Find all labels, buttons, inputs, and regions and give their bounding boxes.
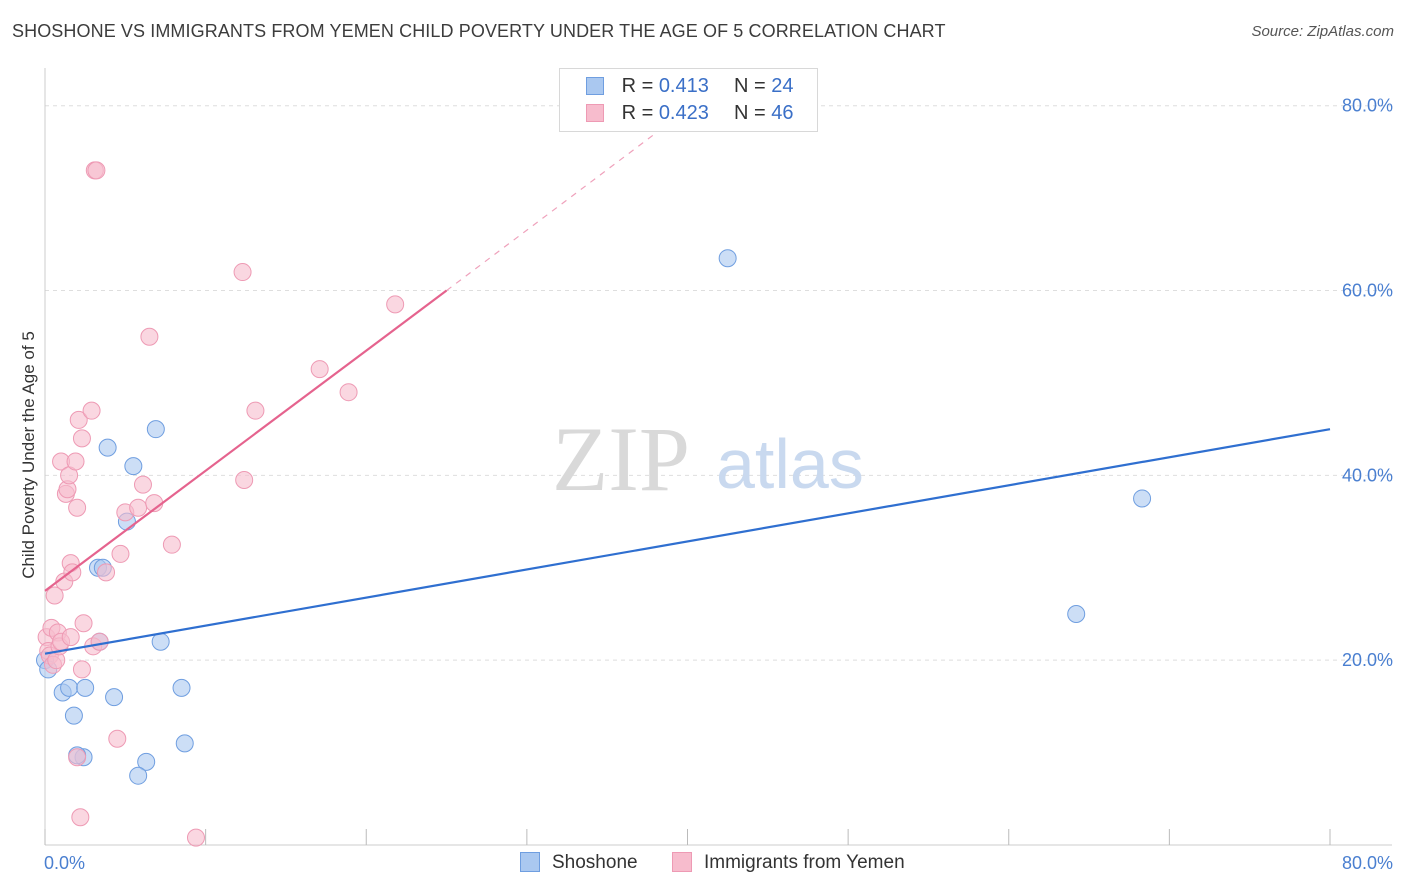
series-legend: Shoshone Immigrants from Yemen bbox=[0, 852, 1406, 878]
y-tick-label: 80.0% bbox=[1342, 96, 1393, 116]
shoshone-point bbox=[105, 688, 124, 707]
shoshone-point bbox=[137, 752, 156, 771]
legend-label-shoshone: Shoshone bbox=[552, 852, 638, 873]
shoshone-point bbox=[1133, 489, 1152, 508]
yemen-point bbox=[74, 614, 93, 633]
tick-labels: 20.0% 40.0% 60.0% 80.0% 0.0% 80.0% bbox=[44, 96, 1393, 873]
shoshone-point bbox=[146, 420, 165, 439]
shoshone-point bbox=[64, 706, 83, 725]
yemen-point bbox=[133, 475, 152, 494]
yemen-point bbox=[246, 401, 265, 420]
n-value: 46 bbox=[771, 102, 794, 124]
shoshone-swatch bbox=[520, 852, 540, 872]
r-value: 0.413 bbox=[658, 75, 709, 97]
yemen-point bbox=[72, 429, 91, 448]
shoshone-point bbox=[151, 632, 170, 651]
watermark-zip: ZIP bbox=[552, 408, 690, 510]
x-tick-label: 0.0% bbox=[44, 853, 85, 873]
yemen-point bbox=[68, 498, 87, 517]
yemen-point bbox=[108, 729, 127, 748]
yemen-point bbox=[68, 748, 87, 767]
legend-item-shoshone: Shoshone bbox=[520, 852, 638, 874]
yemen-point bbox=[186, 828, 205, 847]
yemen-point bbox=[90, 632, 109, 651]
yemen-point bbox=[45, 586, 64, 605]
yemen-point bbox=[140, 327, 159, 346]
yemen-trend-line bbox=[44, 289, 448, 592]
axes bbox=[44, 68, 1392, 846]
y-tick-label: 60.0% bbox=[1342, 281, 1393, 301]
x-tick-label: 80.0% bbox=[1342, 853, 1393, 873]
yemen-point bbox=[129, 498, 148, 517]
stats-legend: R = 0.413 N = 24 R = 0.423 N = 46 bbox=[559, 68, 818, 132]
shoshone-trend-line bbox=[44, 428, 1331, 655]
shoshone-point bbox=[60, 678, 79, 697]
data-points bbox=[36, 161, 1152, 847]
yemen-trend-extension bbox=[446, 132, 656, 292]
yemen-point bbox=[61, 628, 80, 647]
yemen-swatch bbox=[586, 104, 604, 122]
n-label: N = bbox=[734, 102, 766, 124]
yemen-point bbox=[69, 410, 88, 429]
yemen-point bbox=[71, 808, 90, 827]
legend-label-yemen: Immigrants from Yemen bbox=[704, 852, 905, 873]
shoshone-point bbox=[129, 766, 148, 785]
legend-row-yemen: R = 0.423 N = 46 bbox=[586, 102, 794, 126]
yemen-point bbox=[339, 383, 358, 402]
y-tick-label: 40.0% bbox=[1342, 465, 1393, 485]
shoshone-point bbox=[175, 734, 194, 753]
source-label: Source: ZipAtlas.com bbox=[1251, 23, 1394, 40]
yemen-swatch bbox=[672, 852, 692, 872]
watermark: ZIP atlas bbox=[552, 408, 864, 510]
yemen-point bbox=[82, 401, 101, 420]
shoshone-point bbox=[98, 438, 117, 457]
yemen-point bbox=[235, 470, 254, 489]
legend-item-yemen: Immigrants from Yemen bbox=[672, 852, 905, 874]
trend-lines bbox=[44, 132, 1331, 655]
grid bbox=[45, 105, 1392, 661]
r-value: 0.423 bbox=[658, 102, 709, 124]
yemen-point bbox=[310, 360, 329, 379]
yemen-point bbox=[233, 263, 252, 282]
n-value: 24 bbox=[771, 75, 794, 97]
watermark-atlas: atlas bbox=[716, 425, 864, 503]
yemen-point bbox=[97, 563, 116, 582]
y-tick-label: 20.0% bbox=[1342, 650, 1393, 670]
shoshone-point bbox=[1067, 604, 1086, 623]
r-label: R = bbox=[621, 102, 654, 124]
yemen-point bbox=[72, 660, 91, 679]
y-axis-title: Child Poverty Under the Age of 5 bbox=[19, 331, 38, 579]
yemen-point bbox=[87, 161, 106, 180]
shoshone-point bbox=[124, 457, 143, 476]
r-label: R = bbox=[621, 75, 654, 97]
legend-row-shoshone: R = 0.413 N = 24 bbox=[586, 75, 794, 99]
shoshone-point bbox=[172, 678, 191, 697]
chart-title: SHOSHONE VS IMMIGRANTS FROM YEMEN CHILD … bbox=[12, 21, 946, 41]
shoshone-point bbox=[718, 249, 737, 268]
shoshone-swatch bbox=[586, 77, 604, 95]
yemen-point bbox=[66, 452, 85, 471]
yemen-point bbox=[386, 295, 405, 314]
shoshone-point bbox=[76, 678, 95, 697]
yemen-point bbox=[111, 544, 130, 563]
n-label: N = bbox=[734, 75, 766, 97]
yemen-point bbox=[162, 535, 181, 554]
